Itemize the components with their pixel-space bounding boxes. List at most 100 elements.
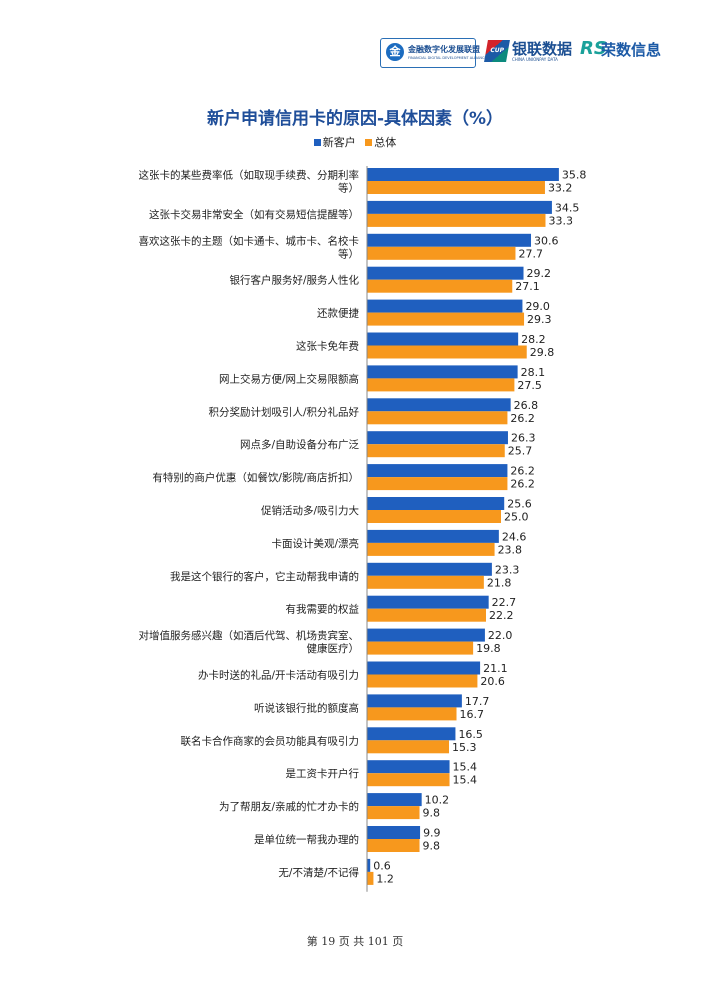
bar-overall xyxy=(367,477,508,491)
legend-swatch-new-customers xyxy=(313,139,321,146)
value-label-overall: 33.2 xyxy=(548,182,573,195)
value-label-new-customers: 21.1 xyxy=(483,662,508,675)
bar-new-customers xyxy=(367,595,489,609)
value-label-new-customers: 26.2 xyxy=(510,465,535,478)
category-label: 等） xyxy=(338,182,359,195)
cup-data-logo-badge: CUP DATA xyxy=(484,40,510,76)
category-label: 卡面设计美观/漂亮 xyxy=(271,537,359,550)
category-label: 是工资卡开户行 xyxy=(286,767,360,780)
bar-overall xyxy=(367,378,515,392)
category-label: 办卡时送的礼品/开卡活动有吸引力 xyxy=(198,669,359,682)
value-label-overall: 27.5 xyxy=(517,379,542,392)
value-label-new-customers: 10.2 xyxy=(425,794,450,807)
value-label-new-customers: 9.9 xyxy=(423,827,441,840)
category-label: 听说该银行批的额度高 xyxy=(254,701,359,714)
value-label-overall: 20.6 xyxy=(480,675,505,688)
bar-overall xyxy=(367,674,478,688)
alliance-logo-mark: 金 xyxy=(386,43,404,61)
category-label: 健康医疗） xyxy=(307,642,360,655)
value-label-overall: 16.7 xyxy=(460,708,485,721)
value-label-new-customers: 24.6 xyxy=(502,530,526,543)
bar-overall xyxy=(367,806,420,820)
rs-logo-mark: RS xyxy=(580,38,607,59)
value-label-new-customers: 35.8 xyxy=(562,169,587,182)
bar-overall xyxy=(367,839,420,852)
bar-new-customers xyxy=(367,826,421,839)
bar-new-customers xyxy=(367,793,422,807)
bar-new-customers xyxy=(367,858,371,872)
bar-overall xyxy=(367,279,513,293)
legend-swatch-overall xyxy=(365,139,373,146)
bar-overall xyxy=(367,345,527,359)
legend-label-new-customers: 新客户 xyxy=(322,136,356,149)
bar-new-customers xyxy=(367,365,518,379)
value-label-new-customers: 22.7 xyxy=(492,596,517,609)
value-label-overall: 27.1 xyxy=(515,280,540,293)
category-label: 我是这个银行的客户，它主动帮我申请的 xyxy=(170,570,359,583)
value-label-new-customers: 0.6 xyxy=(373,859,391,872)
bar-overall xyxy=(367,773,450,787)
value-label-new-customers: 25.6 xyxy=(507,498,532,511)
bar-overall xyxy=(367,542,495,556)
category-label: 这张卡免年费 xyxy=(296,340,359,353)
bar-new-customers xyxy=(367,562,492,576)
category-label: 是单位统一帮我办理的 xyxy=(254,833,359,846)
legend-label-overall: 总体 xyxy=(374,136,397,149)
category-label: 还款便捷 xyxy=(317,307,359,320)
legend-item-new-customers: 新客户 xyxy=(313,134,356,150)
bar-new-customers xyxy=(367,299,523,313)
bar-new-customers xyxy=(367,529,499,543)
value-label-overall: 9.8 xyxy=(423,807,441,820)
value-label-new-customers: 34.5 xyxy=(555,201,580,214)
value-label-new-customers: 22.0 xyxy=(488,629,513,642)
value-label-new-customers: 28.2 xyxy=(521,333,546,346)
rs-logo-name: 荣数信息 xyxy=(601,41,662,59)
chart-title: 新户申请信用卡的原因-具体因素（%） xyxy=(206,109,504,129)
chart-legend: 新客户 总体 xyxy=(0,134,710,150)
page-header: 金 金融数字化发展联盟 FINANCIAL DIGITAL DEVELOPMEN… xyxy=(0,38,710,76)
value-label-overall: 21.8 xyxy=(487,576,512,589)
value-label-overall: 19.8 xyxy=(476,642,501,655)
value-label-new-customers: 28.1 xyxy=(521,366,546,379)
category-label: 为了帮朋友/亲戚的忙才办卡的 xyxy=(219,800,359,813)
category-label: 网上交易方便/网上交易限额高 xyxy=(219,372,359,385)
category-label: 这张卡的某些费率低（如取现手续费、分期利率 xyxy=(139,169,360,182)
category-label: 等） xyxy=(338,247,359,260)
category-label: 有特别的商户优惠（如餐饮/影院/商店折扣） xyxy=(152,471,359,484)
category-label: 积分奖励计划吸引人/积分礼品好 xyxy=(208,405,359,418)
value-label-overall: 29.8 xyxy=(530,346,555,359)
category-label: 这张卡交易非常安全（如有交易短信提醒等） xyxy=(149,208,359,221)
value-label-overall: 1.2 xyxy=(376,872,394,885)
value-label-new-customers: 29.0 xyxy=(525,300,550,313)
value-label-overall: 25.0 xyxy=(504,511,529,524)
category-label: 无/不清楚/不记得 xyxy=(278,866,359,879)
page-footer: 第 19 页 共 101 页 xyxy=(306,935,404,948)
value-label-new-customers: 16.5 xyxy=(458,728,483,741)
alliance-logo-sub: FINANCIAL DIGITAL DEVELOPMENT ALLIANCE xyxy=(408,56,487,60)
bar-overall xyxy=(367,444,505,458)
bar-new-customers xyxy=(367,431,508,445)
bar-new-customers xyxy=(367,694,462,708)
bar-overall xyxy=(367,575,484,589)
bar-overall xyxy=(367,740,450,754)
category-label: 对增值服务感兴趣（如酒后代驾、机场贵宾室、 xyxy=(139,629,360,642)
bar-new-customers xyxy=(367,266,524,280)
value-label-new-customers: 26.3 xyxy=(511,432,536,445)
bar-new-customers xyxy=(367,497,505,510)
value-label-new-customers: 17.7 xyxy=(465,695,490,708)
value-label-overall: 9.8 xyxy=(423,840,441,853)
alliance-logo-name: 金融数字化发展联盟 xyxy=(408,45,480,54)
cup-data-logo-sub: CHINA UNIONPAY DATA xyxy=(512,57,558,62)
bar-new-customers xyxy=(367,233,532,247)
category-label: 联名卡合作商家的会员功能具有吸引力 xyxy=(181,734,360,747)
bar-new-customers xyxy=(367,661,481,675)
bar-new-customers xyxy=(367,464,508,478)
category-label: 有我需要的权益 xyxy=(286,603,360,616)
value-label-overall: 22.2 xyxy=(489,609,514,622)
category-label: 银行客户服务好/服务人性化 xyxy=(229,274,359,287)
bar-new-customers xyxy=(367,200,552,214)
value-label-overall: 25.7 xyxy=(508,445,533,458)
bar-overall xyxy=(367,510,501,523)
bar-overall xyxy=(367,213,546,227)
bar-new-customers xyxy=(367,168,559,181)
